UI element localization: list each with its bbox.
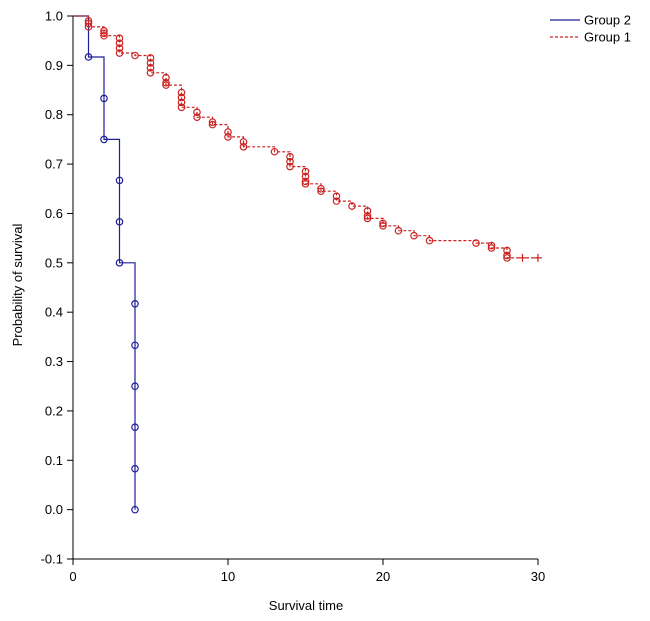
event-marker: [84, 53, 93, 61]
series-group-2: [73, 15, 139, 514]
event-marker: [317, 187, 325, 196]
y-tick-label: 1.0: [45, 9, 63, 24]
event-marker: [177, 98, 186, 107]
event-marker: [363, 212, 372, 220]
event-marker: [146, 59, 155, 67]
legend-label: Group 2: [584, 13, 631, 28]
event-marker: [487, 244, 496, 252]
event-marker: [270, 147, 279, 156]
event-marker: [146, 64, 155, 72]
event-marker: [224, 128, 232, 136]
event-marker: [301, 167, 310, 176]
event-marker: [115, 39, 124, 47]
event-marker: [115, 44, 124, 52]
event-marker: [146, 68, 155, 77]
event-marker: [363, 207, 372, 215]
legend-label: Group 1: [584, 30, 631, 45]
series-layer: [73, 15, 542, 514]
event-marker: [410, 231, 418, 240]
event-marker: [208, 120, 217, 129]
event-marker: [115, 34, 124, 43]
event-marker: [487, 241, 496, 250]
event-marker: [115, 176, 124, 185]
y-tick-label: -0.1: [41, 552, 63, 567]
event-marker: [100, 27, 108, 35]
y-tick-label: 0.2: [45, 403, 63, 418]
event-marker: [84, 19, 93, 28]
y-axis-title: Probability of survival: [10, 223, 25, 346]
event-marker: [317, 184, 325, 193]
event-marker: [224, 133, 232, 141]
y-tick-label: 0.5: [45, 255, 63, 270]
x-tick-label: 0: [69, 569, 76, 584]
y-tick-label: 0.8: [45, 107, 63, 122]
event-marker: [394, 226, 403, 235]
event-marker: [208, 118, 217, 126]
y-tick-label: 0.3: [45, 354, 63, 369]
x-axis-title: Survival time: [269, 598, 343, 613]
event-marker: [177, 93, 186, 102]
event-marker: [131, 341, 139, 350]
y-tick-label: 0.6: [45, 206, 63, 221]
event-marker: [100, 29, 108, 38]
event-marker: [100, 31, 108, 40]
event-marker: [177, 88, 186, 97]
x-tick-label: 10: [221, 569, 235, 584]
event-marker: [146, 54, 155, 62]
event-marker: [162, 73, 170, 82]
series-group-1: [73, 15, 542, 262]
x-tick-label: 20: [376, 569, 390, 584]
event-marker: [286, 152, 294, 161]
event-marker: [425, 236, 434, 245]
event-marker: [115, 259, 124, 267]
y-tick-label: 0.7: [45, 157, 63, 172]
y-tick-label: 0.4: [45, 305, 63, 320]
event-marker: [239, 138, 248, 146]
y-tick-label: 0.0: [45, 502, 63, 517]
x-tick-label: 30: [531, 569, 545, 584]
event-marker: [100, 94, 108, 103]
event-marker: [503, 254, 511, 262]
survival-curve: [73, 15, 538, 259]
event-marker: [503, 251, 511, 260]
event-marker: [363, 214, 372, 223]
event-marker: [177, 103, 186, 112]
event-marker: [348, 202, 356, 210]
event-marker: [131, 299, 139, 308]
event-marker: [100, 135, 108, 144]
event-marker: [115, 49, 124, 57]
event-marker: [115, 218, 124, 226]
event-marker: [332, 197, 341, 205]
y-tick-label: 0.1: [45, 453, 63, 468]
event-marker: [162, 81, 170, 89]
event-marker: [379, 219, 387, 228]
event-marker: [379, 221, 387, 230]
survival-curve: [73, 15, 136, 510]
event-marker: [286, 162, 294, 171]
event-marker: [301, 177, 310, 186]
event-marker: [472, 239, 480, 247]
axes: 0 10 20 30 -0.1 0.0 0.1 0.2 0.3 0.4 0.5 0.6 0.7 0.8 0.…: [41, 9, 546, 585]
event-marker: [301, 180, 310, 188]
legend: Group 2 Group 1: [550, 13, 631, 45]
event-marker: [131, 51, 139, 60]
event-marker: [301, 172, 310, 181]
y-tick-label: 0.9: [45, 58, 63, 73]
event-marker: [131, 382, 139, 391]
event-marker: [131, 464, 139, 473]
event-marker: [239, 143, 248, 151]
event-marker: [193, 113, 201, 121]
event-marker: [162, 78, 170, 87]
event-marker: [84, 23, 93, 31]
event-marker: [193, 108, 201, 117]
event-marker: [286, 157, 294, 166]
event-marker: [131, 423, 139, 431]
event-marker: [332, 192, 341, 200]
event-marker: [503, 246, 511, 255]
event-marker: [131, 505, 139, 514]
